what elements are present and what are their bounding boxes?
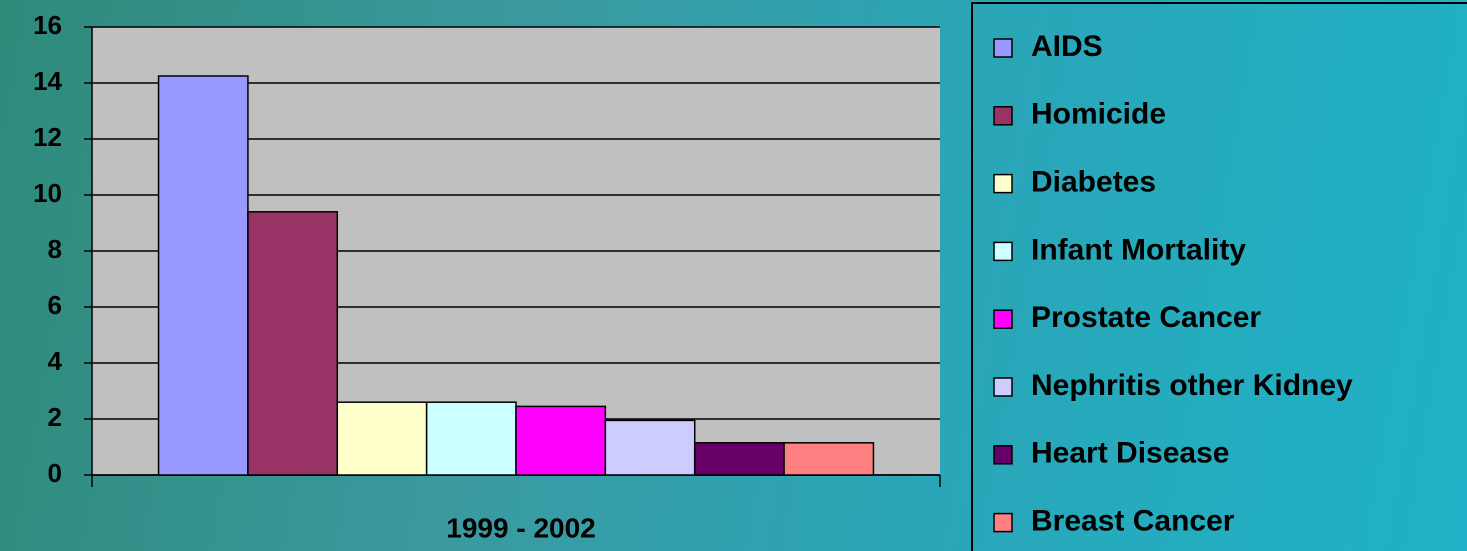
x-tick-label: 1999 - 2002 — [446, 512, 595, 543]
y-tick-label: 6 — [48, 290, 62, 320]
legend-label: Homicide — [1031, 98, 1166, 131]
y-tick-label: 8 — [48, 234, 62, 264]
legend-swatch — [993, 445, 1013, 465]
legend-label: Heart Disease — [1031, 437, 1229, 470]
legend-label: Infant Mortality — [1031, 233, 1246, 266]
bar — [515, 405, 607, 476]
legend-swatch — [993, 377, 1013, 397]
y-tick-label: 10 — [33, 178, 62, 208]
legend-swatch — [993, 241, 1013, 262]
legend-swatch — [993, 309, 1013, 329]
legend-label: Prostate Cancer — [1031, 301, 1261, 334]
legend-label: Diabetes — [1031, 166, 1156, 199]
bar — [425, 401, 517, 476]
y-tick-label: 2 — [48, 402, 62, 432]
legend-swatch — [993, 512, 1013, 533]
bar — [604, 419, 696, 476]
y-tick-label: 14 — [33, 66, 62, 96]
legend-label: AIDS — [1031, 30, 1103, 63]
legend-swatch — [993, 173, 1013, 194]
y-tick-label: 16 — [33, 10, 62, 40]
bar — [157, 75, 249, 476]
bar — [783, 442, 875, 476]
bar — [693, 442, 785, 476]
y-tick-label: 12 — [33, 122, 62, 152]
y-tick-label: 4 — [48, 346, 63, 376]
y-tick-label: 0 — [48, 458, 62, 488]
legend-swatch — [993, 38, 1013, 58]
legend-swatch — [993, 106, 1013, 126]
legend-label: Nephritis other Kidney — [1031, 369, 1353, 402]
bar — [247, 211, 339, 476]
bar — [336, 401, 428, 476]
legend-box — [971, 2, 1467, 551]
legend-label: Breast Cancer — [1031, 505, 1235, 538]
